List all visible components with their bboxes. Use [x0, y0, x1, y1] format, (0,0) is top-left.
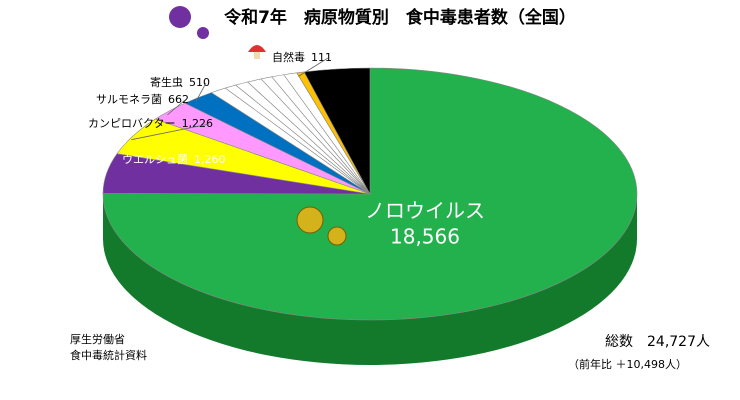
total-change: （前年比 ＋10,498人）	[568, 357, 687, 371]
mushroom-icon	[248, 45, 266, 59]
pie	[102, 67, 638, 365]
value-label: 1,226	[182, 117, 214, 130]
value-label: 1,260	[194, 153, 226, 166]
leader-line	[131, 123, 210, 141]
leader-line	[298, 57, 329, 77]
category-label: 寄生虫	[150, 75, 183, 89]
virus-icon	[296, 206, 347, 246]
value-label: 18,566	[390, 225, 460, 249]
value-label: 510	[189, 76, 210, 89]
category-label: カンピロバクター	[88, 117, 176, 130]
leader-line	[167, 99, 186, 116]
value-label: 111	[311, 51, 332, 64]
leader-line	[195, 82, 207, 102]
category-label: 自然毒	[272, 50, 305, 64]
slice-label: 自然毒 111	[272, 50, 332, 64]
source: 厚生労働省	[70, 332, 125, 346]
pie-side	[103, 194, 637, 365]
pie-slice	[303, 67, 371, 195]
category-label: ウエルシュ菌	[122, 153, 188, 166]
chart-title: 令和7年 病原物質別 食中毒患者数（全国）	[224, 7, 576, 28]
value-label: 662	[168, 93, 189, 106]
slice-label: 寄生虫 510	[150, 75, 210, 89]
slice-label: サルモネラ菌 662	[96, 93, 189, 106]
total: 総数 24,727人	[605, 334, 710, 350]
slice-label: ノロウイルス	[365, 199, 485, 223]
source: 食中毒統計資料	[70, 348, 147, 362]
category-label: サルモネラ菌	[96, 93, 162, 106]
slice-label: カンピロバクター 1,226	[88, 117, 213, 130]
title-icon	[169, 6, 209, 39]
slice-label: ウエルシュ菌 1,260	[122, 153, 226, 166]
